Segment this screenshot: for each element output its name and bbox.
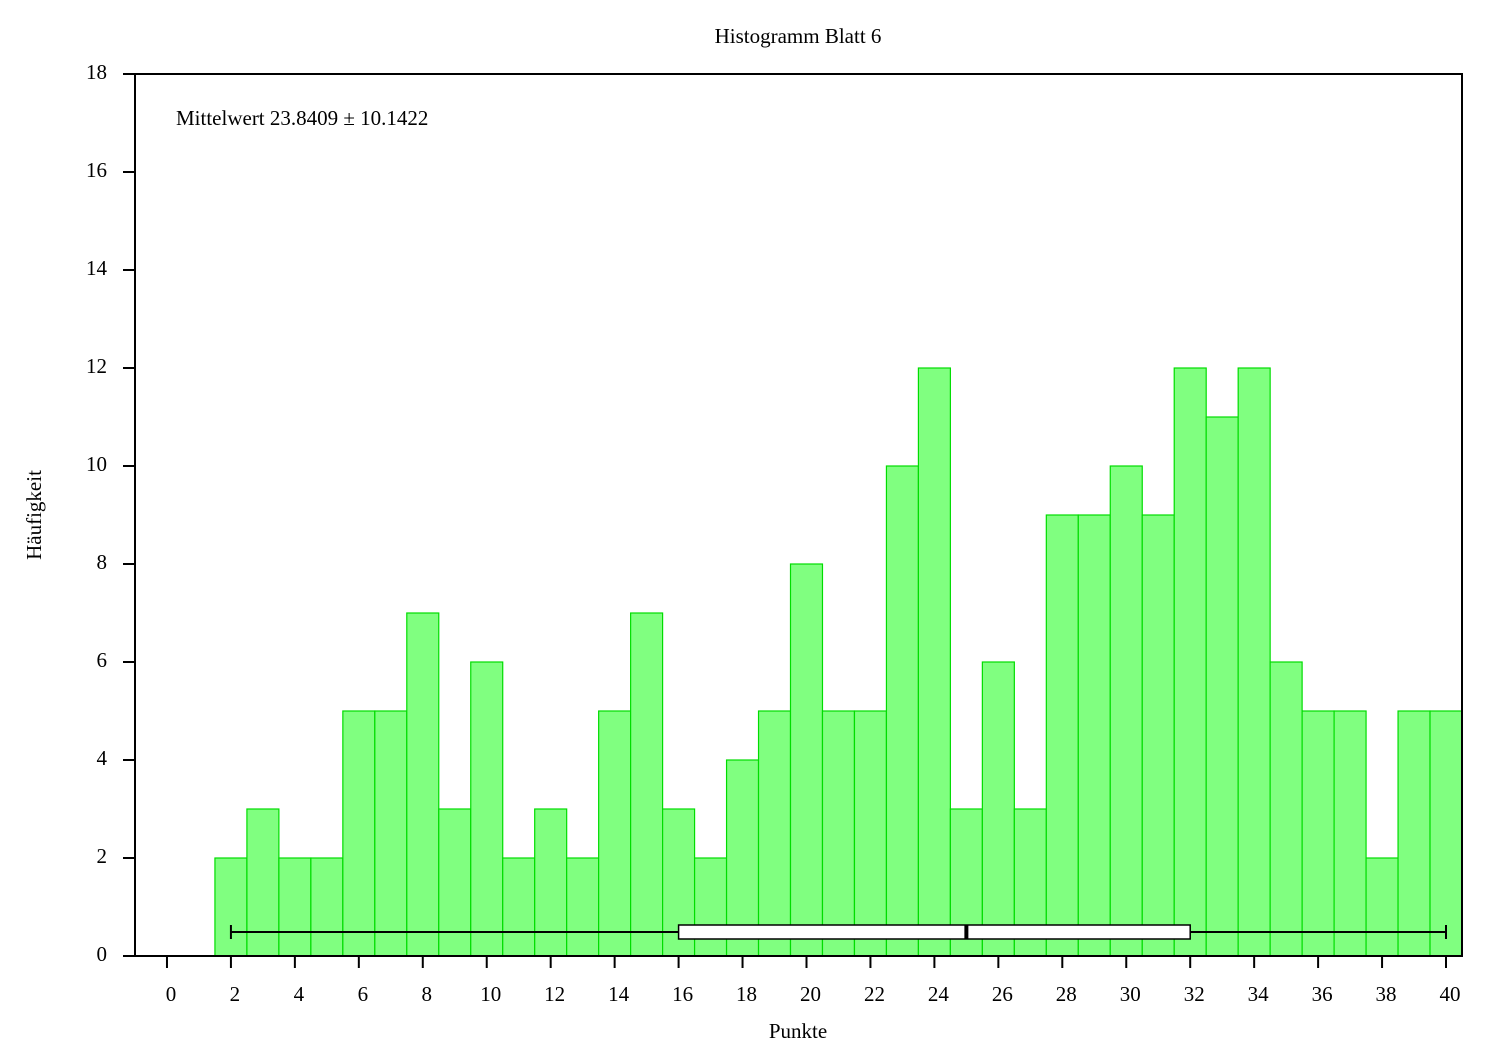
x-tick-label: 22: [864, 982, 885, 1006]
bar: [598, 710, 632, 957]
bar: [342, 710, 376, 957]
bar: [470, 661, 504, 957]
bar: [1365, 857, 1399, 957]
bar: [1397, 710, 1431, 957]
bar: [1173, 367, 1207, 957]
bar: [438, 808, 472, 957]
bar: [1269, 661, 1303, 957]
bar: [1429, 710, 1463, 957]
y-tick-label: 10: [86, 452, 107, 476]
bar: [789, 563, 824, 957]
x-axis-label: Punkte: [769, 1019, 827, 1043]
bar: [1333, 710, 1367, 957]
y-tick-label: 14: [86, 256, 108, 280]
bar: [821, 710, 856, 957]
bar: [1205, 416, 1239, 957]
bar: [310, 857, 344, 957]
x-tick-label: 28: [1056, 982, 1077, 1006]
x-tick-label: 12: [544, 982, 565, 1006]
y-tick-label: 16: [86, 158, 107, 182]
chart-title: Histogramm Blatt 6: [715, 24, 882, 48]
x-tick-label: 32: [1184, 982, 1205, 1006]
bar: [885, 465, 920, 957]
plot-frame: [134, 73, 1463, 957]
box: [677, 924, 1191, 940]
y-tick-label: 4: [97, 746, 108, 770]
bar: [278, 857, 312, 957]
bar: [1077, 514, 1111, 957]
bar: [1237, 367, 1271, 957]
bar: [1045, 514, 1079, 957]
x-tick-label: 8: [422, 982, 433, 1006]
y-tick-label: 6: [97, 648, 108, 672]
x-tick-label: 14: [608, 982, 630, 1006]
x-tick-label: 0: [166, 982, 177, 1006]
x-tick-label: 20: [800, 982, 821, 1006]
y-tick-label: 12: [86, 354, 107, 378]
x-tick-label: 26: [992, 982, 1013, 1006]
bar: [374, 710, 408, 957]
bar: [981, 661, 1015, 957]
x-tick-label: 10: [480, 982, 501, 1006]
x-tick-label: 6: [358, 982, 369, 1006]
x-tick-label: 40: [1440, 982, 1461, 1006]
x-tick-label: 4: [294, 982, 305, 1006]
bar: [1301, 710, 1335, 957]
x-tick-label: 34: [1248, 982, 1270, 1006]
bar: [917, 367, 951, 957]
bar: [725, 759, 760, 957]
bar: [406, 612, 440, 957]
x-tick-label: 36: [1312, 982, 1333, 1006]
y-tick-label: 2: [97, 844, 108, 868]
x-tick-label: 30: [1120, 982, 1141, 1006]
y-tick-label: 8: [97, 550, 108, 574]
x-tick-label: 38: [1376, 982, 1397, 1006]
bar: [693, 857, 728, 957]
bar: [1109, 465, 1143, 957]
bar: [534, 808, 568, 957]
annotation: Mittelwert 23.8409 ± 10.1422: [176, 106, 428, 130]
bar: [1141, 514, 1175, 957]
bar: [853, 710, 888, 957]
x-tick-label: 18: [736, 982, 757, 1006]
bar: [566, 857, 600, 957]
bar: [502, 857, 536, 957]
bar: [246, 808, 280, 957]
bar: [630, 612, 664, 957]
bar: [214, 857, 248, 957]
y-tick-label: 18: [86, 60, 107, 84]
bar: [757, 710, 792, 957]
y-axis-label: Häufigkeit: [22, 470, 46, 560]
x-tick-label: 24: [928, 982, 950, 1006]
y-tick-label: 0: [97, 942, 108, 966]
x-tick-label: 16: [672, 982, 693, 1006]
x-tick-label: 2: [230, 982, 241, 1006]
